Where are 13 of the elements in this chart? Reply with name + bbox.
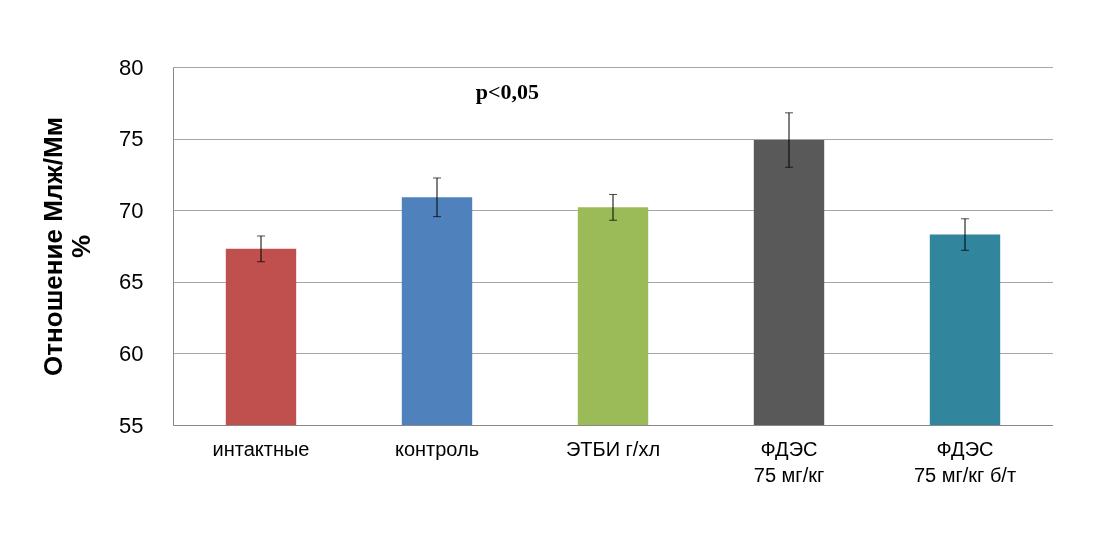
y-tick-label: 60: [119, 340, 144, 366]
y-tick-label: 70: [119, 197, 144, 223]
x-tick-label: ФДЭС 75 мг/кг: [753, 437, 825, 486]
y-tick-label: 55: [119, 412, 144, 438]
x-tick-label: ЭТБИ г/хл: [565, 437, 661, 460]
x-tick-label: контроль: [394, 437, 480, 460]
annotation: p<0,05: [475, 79, 540, 105]
y-tick-label: 75: [119, 126, 144, 152]
y-axis-title: Отношение Млж/Мм %: [38, 117, 97, 376]
x-tick-label: интактные: [212, 437, 310, 460]
y-tick-label: 65: [119, 269, 144, 295]
y-tick-label: 80: [119, 54, 144, 80]
x-tick-label: ФДЭС 75 мг/кг б/т: [913, 437, 1017, 486]
